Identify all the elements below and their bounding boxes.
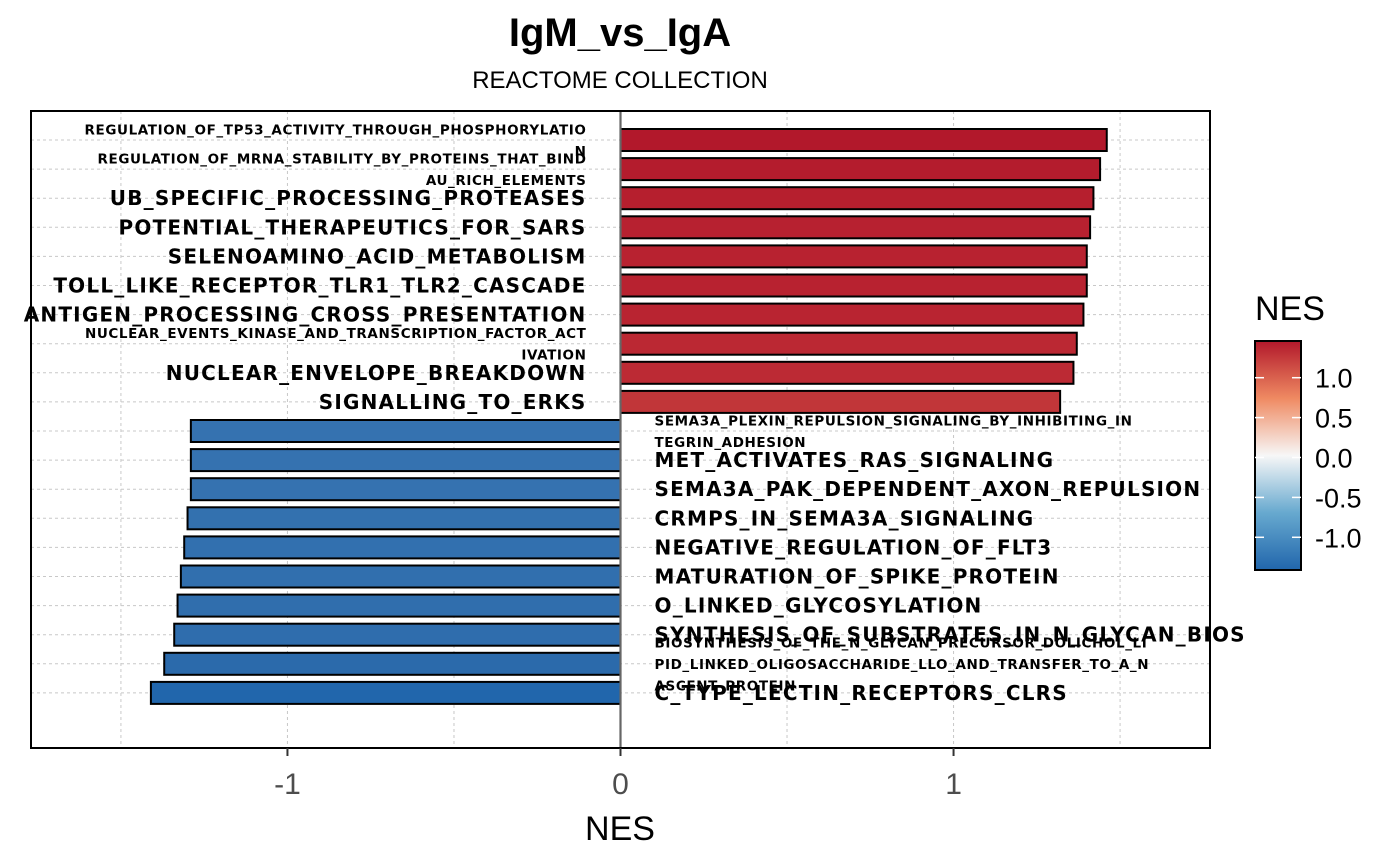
bar: [149, 680, 622, 705]
chart-subtitle: REACTOME COLLECTION: [472, 67, 768, 94]
bar: [176, 593, 622, 618]
x-axis-title: NES: [585, 810, 655, 848]
bar-label: MET_ACTIVATES_RAS_SIGNALING: [655, 448, 1055, 472]
bar-label: O_LINKED_GLYCOSYLATION: [655, 594, 983, 618]
bar: [189, 448, 622, 473]
legend-tick-label: 0.0: [1315, 443, 1353, 473]
bar-label: SEMA3A_PAK_DEPENDENT_AXON_REPULSION: [655, 477, 1202, 501]
bar: [619, 157, 1102, 182]
bar-label: MATURATION_OF_SPIKE_PROTEIN: [655, 565, 1060, 589]
legend-tick-label: 0.5: [1315, 404, 1353, 434]
legend-tick-label: -0.5: [1315, 483, 1362, 513]
bar: [619, 244, 1088, 269]
bar-label: REGULATION_OF_TP53_ACTIVITY_THROUGH_PHOS…: [85, 122, 587, 160]
bar-label: BIOSYNTHESIS_OF_THE_N_GLYCAN_PRECURSOR_D…: [655, 635, 1150, 694]
chart-title: IgM_vs_IgA: [509, 11, 731, 55]
legend-colorbar: [1254, 340, 1302, 571]
bar-label: NEGATIVE_REGULATION_OF_FLT3: [655, 535, 1053, 559]
bar: [619, 186, 1095, 211]
bar: [619, 215, 1092, 240]
bar: [179, 564, 622, 589]
x-tick-label: 1: [945, 768, 962, 801]
bar-label: SEMA3A_PLEXIN_REPULSION_SIGNALING_BY_INH…: [655, 413, 1133, 451]
bar: [189, 419, 622, 443]
bar-label: NUCLEAR_EVENTS_KINASE_AND_TRANSCRIPTION_…: [85, 326, 587, 364]
bar-label: TOLL_LIKE_RECEPTOR_TLR1_TLR2_CASCADE: [53, 274, 586, 298]
bar: [619, 360, 1075, 385]
bar: [619, 302, 1085, 327]
x-tick-label: 0: [612, 768, 629, 801]
bar-label: UB_SPECIFIC_PROCESSING_PROTEASES: [110, 186, 587, 210]
bar-label: CRMPS_IN_SEMA3A_SIGNALING: [655, 506, 1035, 530]
bar: [163, 651, 622, 676]
bar: [619, 389, 1062, 414]
legend: NES 1.0 0.5 0.0 -0.5 -1.0: [1254, 290, 1362, 571]
bar-label: ANTIGEN_PROCESSING_CROSS_PRESENTATION: [24, 303, 587, 327]
bar: [619, 273, 1088, 298]
bar-label: NUCLEAR_ENVELOPE_BREAKDOWN: [166, 361, 587, 385]
bar: [186, 506, 622, 531]
legend-tick-label: 1.0: [1315, 364, 1353, 394]
bar-label: REGULATION_OF_MRNA_STABILITY_BY_PROTEINS…: [98, 151, 587, 189]
bar-label: POTENTIAL_THERAPEUTICS_FOR_SARS: [119, 215, 587, 239]
bar-label: SELENOAMINO_ACID_METABOLISM: [168, 244, 587, 268]
bar: [189, 477, 622, 502]
bar-label: SYNTHESIS_OF_SUBSTRATES_IN_N_GLYCAN_BIOS: [655, 623, 1246, 647]
bar: [183, 535, 622, 560]
bar-label: C_TYPE_LECTIN_RECEPTORS_CLRS: [655, 681, 1068, 705]
x-tick-label: -1: [274, 768, 301, 801]
legend-tick-label: -1.0: [1315, 523, 1362, 553]
bar: [619, 331, 1078, 356]
legend-title: NES: [1255, 290, 1325, 328]
bar-label: SIGNALLING_TO_ERKS: [319, 390, 587, 414]
bar: [173, 622, 622, 647]
bar: [619, 128, 1108, 152]
